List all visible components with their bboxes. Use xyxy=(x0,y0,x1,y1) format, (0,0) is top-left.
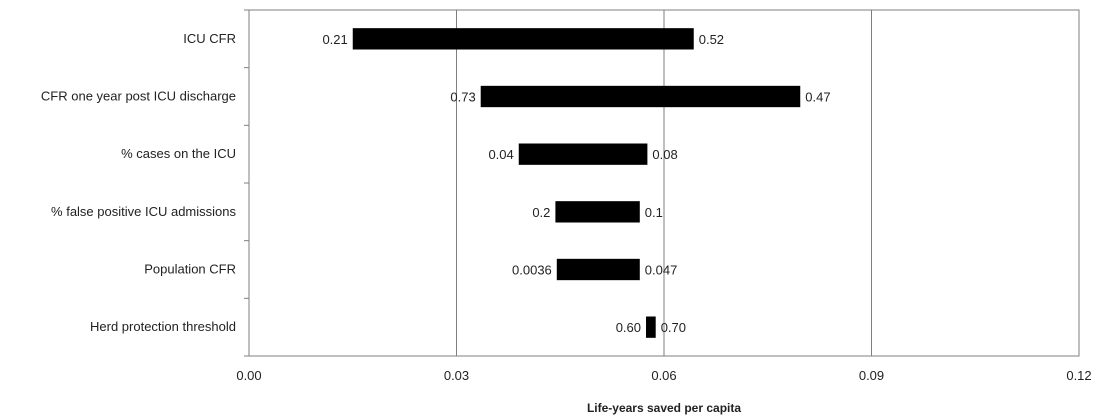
x-tick-label: 0.00 xyxy=(236,368,261,383)
bar-high-label: 0.47 xyxy=(805,90,830,105)
category-label: ICU CFR xyxy=(183,31,236,46)
bar-low-label: 0.0036 xyxy=(512,263,552,278)
bar-high-label: 0.70 xyxy=(661,320,686,335)
bar xyxy=(646,316,656,338)
category-label: Population CFR xyxy=(144,262,236,277)
bar xyxy=(352,28,694,50)
category-label: % false positive ICU admissions xyxy=(51,204,236,219)
x-tick-label: 0.06 xyxy=(651,368,676,383)
bar-low-label: 0.60 xyxy=(616,320,641,335)
category-label: % cases on the ICU xyxy=(121,146,236,161)
axes xyxy=(244,9,1080,357)
bar-low-label: 0.21 xyxy=(322,32,347,47)
bar xyxy=(556,258,640,281)
category-label: Herd protection threshold xyxy=(90,319,236,334)
bar-high-label: 0.1 xyxy=(645,205,663,220)
labels: 0.00 0.03 0.06 0.09 0.12 ICU CFR 0.21 0.52 CFR o… xyxy=(41,31,1092,383)
bar-high-label: 0.52 xyxy=(699,32,724,47)
bar xyxy=(480,85,801,108)
x-axis-title: Life-years saved per capita xyxy=(587,401,741,415)
bar-low-label: 0.2 xyxy=(532,205,550,220)
gridlines xyxy=(456,10,872,356)
bar xyxy=(555,201,640,223)
bar-high-label: 0.047 xyxy=(645,263,678,278)
x-tick-label: 0.12 xyxy=(1066,368,1091,383)
bar-low-label: 0.73 xyxy=(450,90,475,105)
bar xyxy=(518,143,648,165)
x-tick-label: 0.09 xyxy=(859,368,884,383)
x-tick-label: 0.03 xyxy=(444,368,469,383)
bars xyxy=(352,28,801,338)
bar-high-label: 0.08 xyxy=(652,147,677,162)
category-label: CFR one year post ICU discharge xyxy=(41,89,236,104)
bar-low-label: 0.04 xyxy=(488,147,513,162)
